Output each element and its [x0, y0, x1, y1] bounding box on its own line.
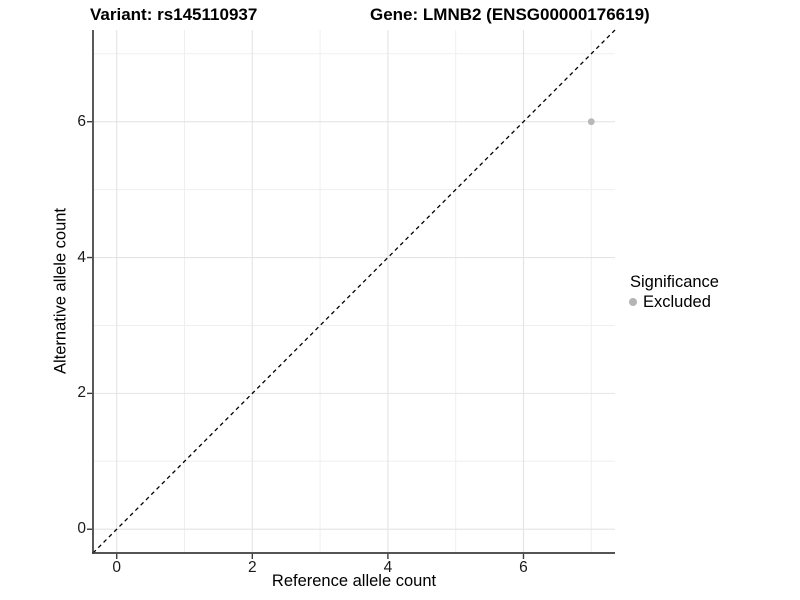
legend: Significance Excluded	[627, 272, 719, 312]
legend-point-icon	[629, 298, 637, 306]
y-tick-label: 6	[77, 112, 86, 130]
data-point	[587, 118, 595, 126]
legend-item-excluded: Excluded	[627, 292, 719, 312]
x-tick-label: 0	[112, 559, 122, 576]
legend-item-label: Excluded	[643, 293, 711, 311]
legend-title: Significance	[630, 273, 719, 291]
plot-title-variant: Variant: rs145110937	[90, 5, 258, 24]
identity-dashed-line	[92, 29, 616, 554]
x-tick-label: 6	[519, 559, 528, 576]
x-axis-title: Reference allele count	[271, 572, 437, 590]
x-tick-label: 2	[247, 559, 257, 576]
plot-title-gene: Gene: LMNB2 (ENSG00000176619)	[370, 5, 650, 24]
y-tick-label: 4	[77, 248, 86, 266]
x-tick-label: 4	[383, 559, 393, 576]
y-tick-label: 0	[77, 520, 86, 538]
y-tick-label: 2	[77, 384, 86, 402]
